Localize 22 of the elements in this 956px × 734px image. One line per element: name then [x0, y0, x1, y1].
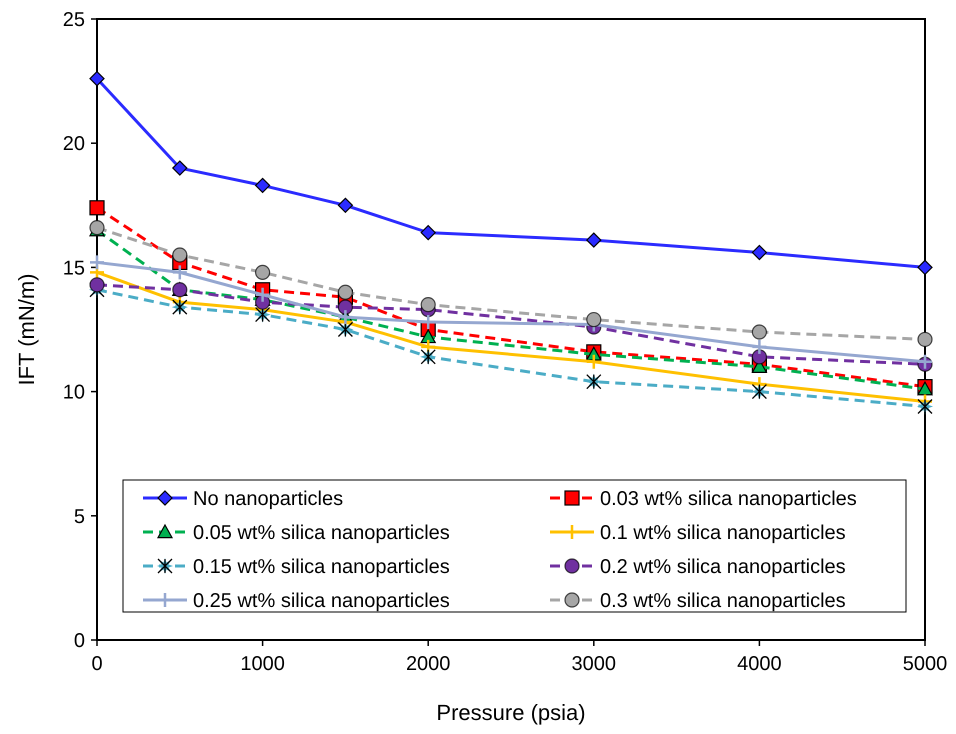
legend-label: No nanoparticles — [193, 488, 344, 510]
y-axis-title: IFT (mN/m) — [14, 273, 39, 386]
x-tick-label: 1000 — [240, 653, 285, 675]
y-tick-label: 0 — [74, 630, 85, 652]
x-tick-label: 0 — [91, 653, 103, 675]
legend-label: 0.05 wt% silica nanoparticles — [193, 522, 450, 544]
legend-label: 0.15 wt% silica nanoparticles — [193, 556, 450, 578]
legend-label: 0.25 wt% silica nanoparticles — [193, 590, 450, 612]
y-tick-label: 15 — [62, 257, 85, 280]
legend-label: 0.1 wt% silica nanoparticles — [600, 522, 846, 544]
y-tick-label: 10 — [62, 382, 85, 404]
x-tick-label: 4000 — [737, 653, 782, 675]
x-axis-title: Pressure (psia) — [436, 700, 586, 725]
y-tick-label: 25 — [62, 9, 85, 31]
x-tick-label: 3000 — [572, 653, 616, 675]
x-tick-label: 5000 — [902, 653, 948, 675]
y-tick-label: 20 — [62, 133, 85, 156]
legend-label: 0.3 wt% silica nanoparticles — [600, 590, 846, 612]
y-tick-label: 5 — [74, 506, 85, 528]
legend-label: 0.03 wt% silica nanoparticles — [600, 488, 857, 510]
x-tick-label: 2000 — [406, 653, 450, 675]
legend-label: 0.2 wt% silica nanoparticles — [600, 556, 846, 578]
